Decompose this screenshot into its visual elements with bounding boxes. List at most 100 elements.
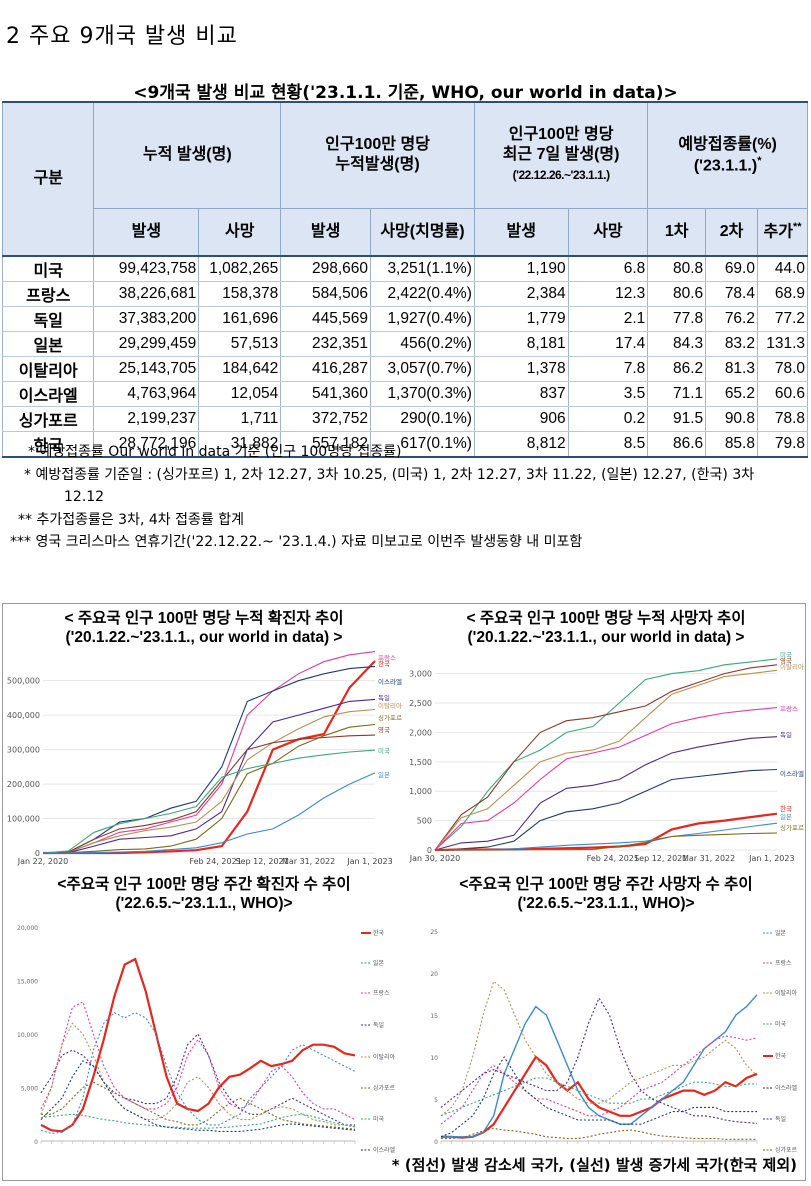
series-line-japan [43, 772, 376, 854]
cell-d2: 76.2 [705, 306, 758, 332]
charts-footnote: * (점선) 발생 감소세 국가, (실선) 발생 증가세 국가(한국 제외) [391, 1156, 797, 1174]
legend-label: 이스라엘 [378, 677, 402, 686]
series-line-japan [40, 1011, 356, 1135]
table-title: <9개국 발생 비교 현황('23.1.1. 기준, WHO, our worl… [133, 83, 678, 103]
chart-3-title: <주요국 인구 100만 명당 주간 확진자 수 추이 [57, 876, 351, 893]
y-tick-label: 100,000 [7, 815, 40, 824]
header-dose1: 1차 [647, 207, 707, 257]
series-line-france [440, 1035, 758, 1125]
series-line-singapore [434, 832, 778, 851]
cell-d2: 65.2 [705, 381, 758, 407]
cell-w-cases: 2,384 [473, 281, 569, 307]
series-line-korea [43, 660, 376, 855]
cell-cum-deaths: 1,711 [198, 406, 282, 432]
chart-1-subtitle: ('20.1.22.~'23.1.1., our world in data) … [65, 629, 343, 646]
header-booster: 추가** [756, 207, 809, 257]
legend-label: 한국 [775, 1053, 787, 1060]
series-line-us [40, 1113, 356, 1129]
note-2: * 예방접종률 기준일 : (싱가포르) 1, 2차 12.27, 3차 10.… [24, 466, 755, 483]
legend-label: 싱가포르 [373, 1084, 396, 1092]
note-2-cont: 12.12 [64, 489, 105, 505]
legend-label: 미국 [780, 650, 792, 659]
chart-2-svg: 0 500 1,000 1,500 2,000 2,500 3,000 Jan 30, 202… [409, 650, 804, 863]
series-line-uk [42, 734, 376, 854]
cell-b: 78.8 [756, 406, 809, 432]
x-tick-label: Jan 1, 2023 [346, 857, 392, 866]
cell-country: 일본 [1, 331, 95, 357]
header-w-deaths: 사망 [567, 207, 649, 257]
x-tick-label: Jan 22, 2020 [17, 857, 69, 866]
cell-cum-cases: 99,423,758 [93, 255, 200, 282]
cell-w-cases: 1,378 [473, 356, 569, 382]
cell-d1: 77.8 [647, 306, 707, 332]
cell-cum-deaths: 12,054 [198, 381, 282, 407]
y-tick-label: 200,000 [7, 780, 40, 789]
legend-label: 프랑스 [775, 960, 792, 967]
legend-label: 일본 [775, 929, 787, 937]
legend-label: 한국 [373, 930, 385, 937]
series-line-israel [434, 768, 778, 851]
series-line-singapore [441, 1127, 757, 1140]
legend-label: 프랑스 [373, 990, 390, 997]
chart-3-subtitle: ('22.6.5.~'23.1.1., WHO)> [115, 895, 293, 912]
cell-w-deaths: 0.2 [567, 406, 649, 432]
series-line-israel [40, 1060, 356, 1132]
y-tick-label: 0 [434, 1139, 438, 1146]
cell-cum-deaths: 161,696 [198, 306, 282, 332]
legend-label: 독일 [378, 693, 390, 702]
legend-label: 이탈리아 [780, 662, 804, 671]
series-line-korea [441, 1055, 758, 1139]
note-1: * 예방접종률 Our world in data 기준 (인구 100명당 접… [28, 444, 402, 460]
cell-d2: 90.8 [705, 406, 758, 432]
cell-cum-cases: 37,383,200 [93, 306, 200, 332]
series-line-korea [40, 957, 356, 1133]
cell-d2: 81.3 [705, 356, 758, 382]
table-row: 미국 99,423,758 1,082,265 298,660 3,251(1.1%) 1… [1, 255, 809, 282]
table-row: 독일 37,383,200 161,696 445,569 1,927(0.4%) 1,7… [1, 306, 809, 332]
cell-b: 68.9 [756, 281, 809, 307]
x-tick-label: Feb 24, 2021 [189, 857, 241, 866]
y-tick-label: 500,000 [7, 677, 40, 686]
y-tick-label: 20,000 [17, 925, 38, 932]
cell-d1: 80.6 [647, 281, 707, 307]
cell-pm-cases: 372,752 [280, 406, 371, 432]
y-tick-label: 15,000 [17, 979, 38, 986]
cell-country: 이탈리아 [1, 356, 95, 382]
table-row: 일본 29,299,459 57,513 232,351 456(0.2%) 8,181 1… [1, 331, 809, 357]
cell-d1: 80.8 [647, 255, 707, 282]
x-tick-label: Feb 24, 2021 [587, 854, 639, 863]
y-tick-label: 20 [430, 971, 438, 978]
legend-label: 독일 [775, 1115, 786, 1123]
chart-1-svg: 0 100,000 200,000 300,000 400,000 500,000 Jan … [7, 651, 402, 866]
cell-country: 독일 [1, 306, 95, 332]
cell-w-cases: 1,779 [473, 306, 569, 332]
cell-pm-deaths: 2,422(0.4%) [370, 281, 475, 307]
cell-country: 싱가포르 [1, 406, 95, 432]
legend-label: 이스라엘 [775, 1084, 798, 1092]
cell-cum-cases: 2,199,237 [93, 406, 200, 432]
cell-country: 프랑스 [1, 281, 95, 307]
legend-label: 싱가포르 [775, 1146, 798, 1154]
series-line-germany [440, 997, 758, 1124]
legend-label: 이스라엘 [373, 1146, 396, 1154]
y-tick-label: 1,500 [409, 758, 432, 767]
cell-d2: 69.0 [705, 255, 758, 282]
series-line-germany [434, 736, 778, 851]
header-dose2: 2차 [705, 207, 758, 257]
chart-3-svg: 0 5,000 10,000 15,000 20,000 한국일본프랑스독일이탈리아싱가포… [17, 925, 396, 1154]
cell-b: 79.8 [756, 431, 809, 458]
legend-label: 프랑스 [378, 654, 396, 662]
legend-label: 미국 [775, 1020, 787, 1028]
cell-w-cases: 8,181 [473, 331, 569, 357]
table-row: 싱가포르 2,199,237 1,711 372,752 290(0.1%) 906 0.2… [1, 406, 809, 432]
cell-pm-deaths: 3,057(0.7%) [370, 356, 475, 382]
legend-label: 독일 [780, 730, 792, 739]
header-pm-deaths: 사망(치명률) [370, 207, 475, 257]
header-cases: 발생 [93, 207, 200, 257]
note-3: ** 추가접종률은 3차, 4차 접종률 합계 [18, 511, 244, 528]
cell-pm-cases: 298,660 [280, 255, 371, 282]
legend-label: 일본 [780, 812, 792, 821]
cell-w-deaths: 8.5 [567, 431, 649, 458]
cell-w-deaths: 2.1 [567, 306, 649, 332]
